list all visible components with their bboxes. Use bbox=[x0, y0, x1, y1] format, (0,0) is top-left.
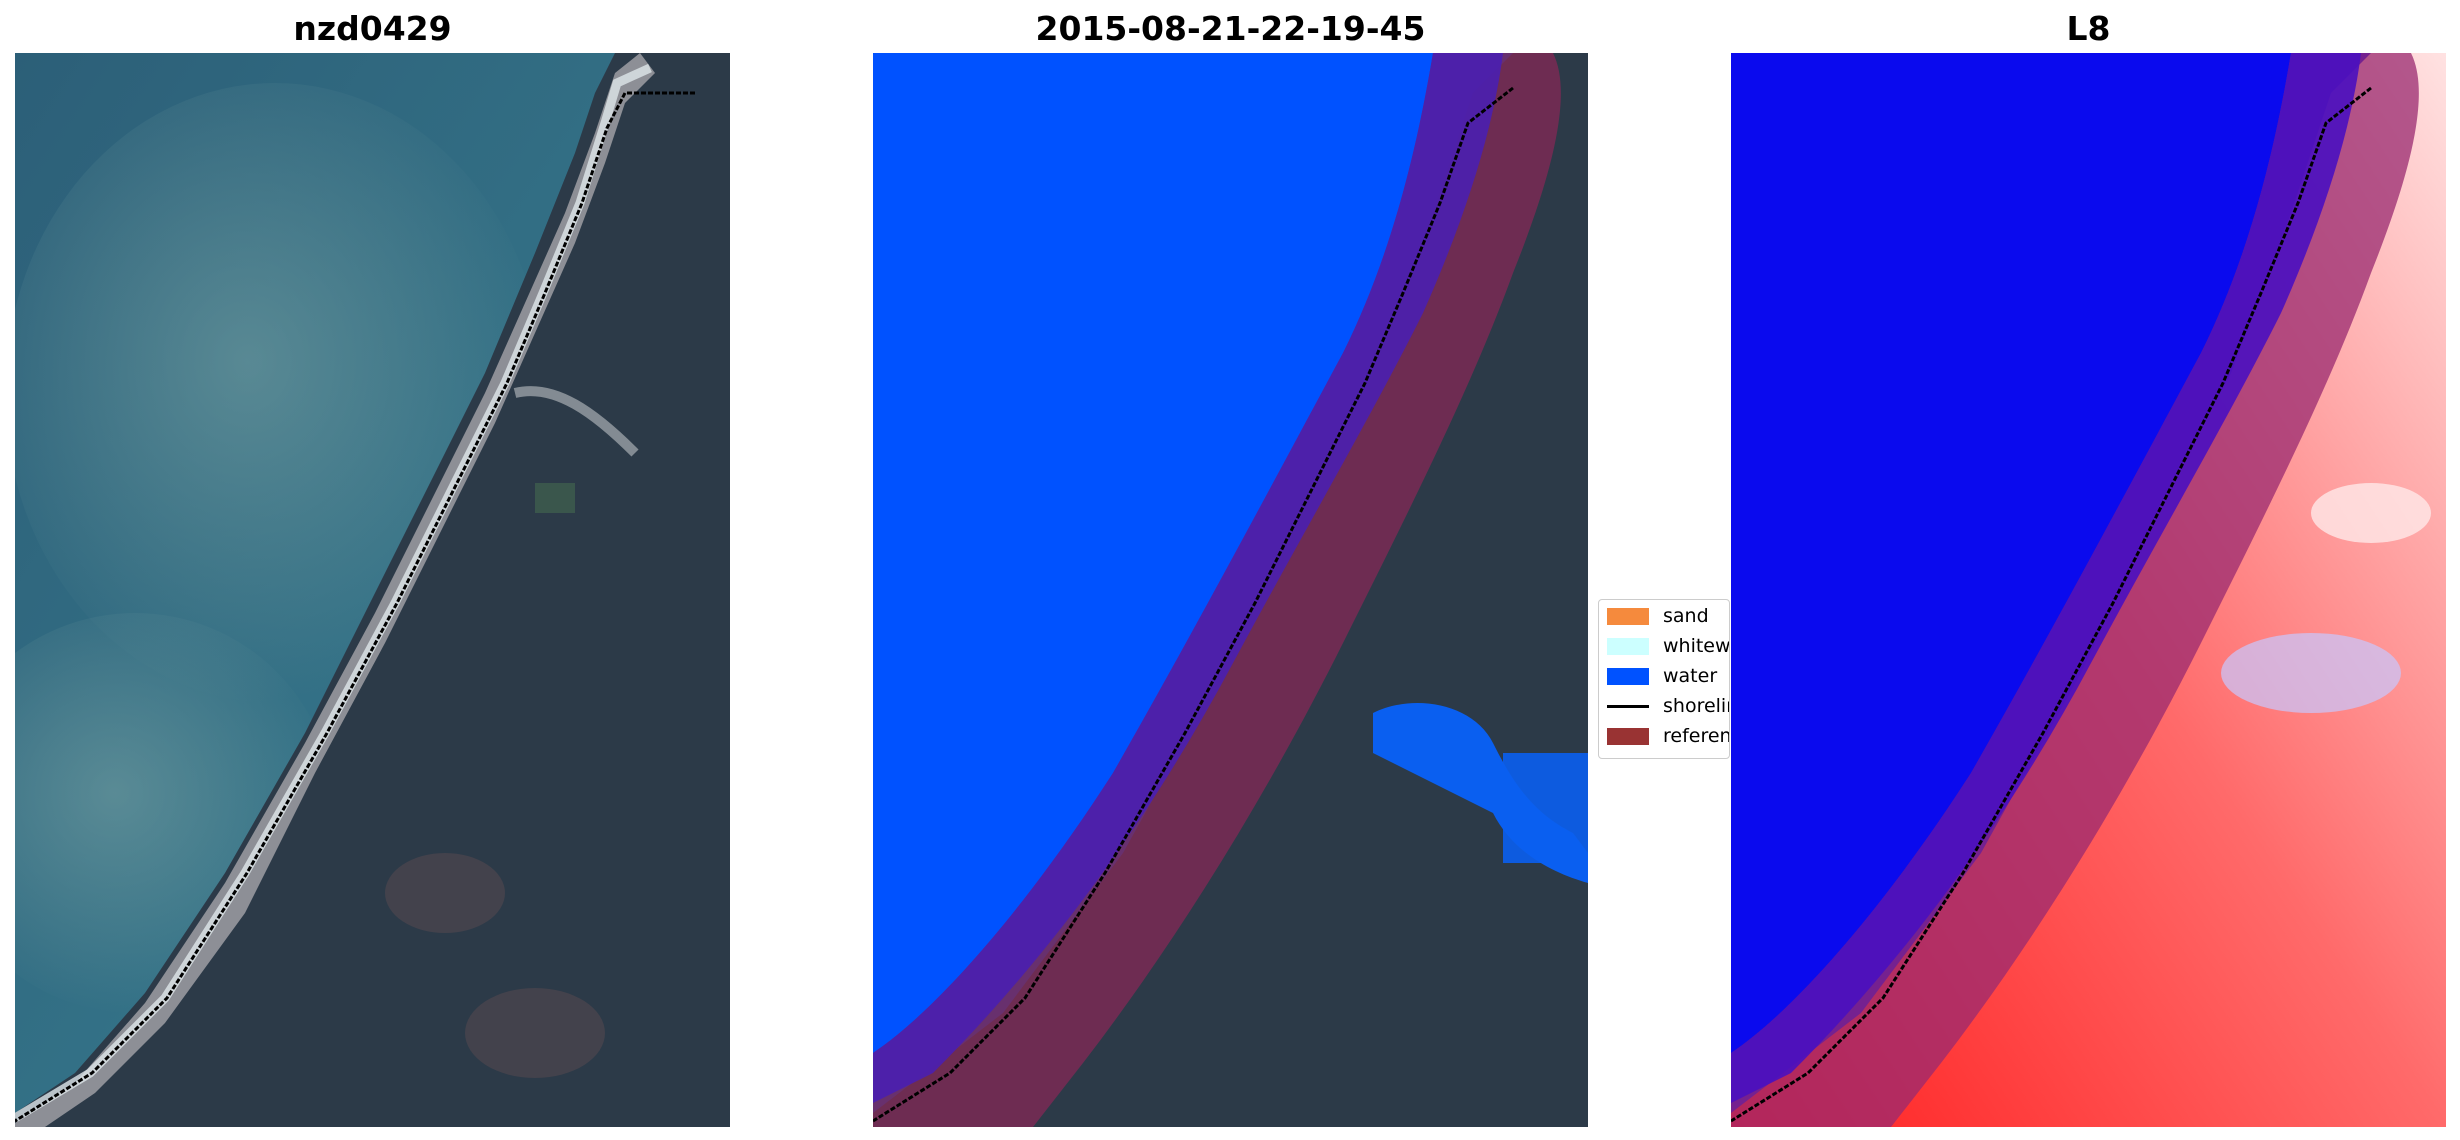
legend-label-reference-buffer: reference shoreline buffer bbox=[1663, 725, 1729, 747]
classified-shoreline bbox=[873, 86, 1514, 1123]
legend-item-whitewater: whitewater bbox=[1607, 633, 1730, 659]
rgb-image bbox=[15, 53, 730, 1127]
index-image-panel bbox=[1731, 53, 2446, 1127]
index-shoreline bbox=[1731, 86, 2372, 1123]
classified-image bbox=[873, 53, 1588, 1127]
legend-item-sand: sand bbox=[1607, 603, 1709, 629]
legend-label-sand: sand bbox=[1663, 605, 1709, 627]
reference-buffer-swatch bbox=[1607, 727, 1649, 745]
panel-title-index: L8 bbox=[2066, 9, 2111, 48]
legend-label-water: water bbox=[1663, 665, 1718, 687]
shoreline-swatch bbox=[1607, 704, 1649, 708]
shoreline bbox=[15, 91, 695, 1123]
index-image bbox=[1731, 53, 2446, 1127]
legend: sand whitewater water shoreline referenc… bbox=[1598, 599, 1730, 759]
legend-item-water: water bbox=[1607, 663, 1717, 689]
legend-item-reference-buffer: reference shoreline buffer bbox=[1607, 723, 1729, 749]
legend-item-shoreline: shoreline bbox=[1607, 693, 1729, 719]
legend-label-whitewater: whitewater bbox=[1663, 635, 1730, 657]
classified-image-panel bbox=[873, 53, 1588, 1127]
rgb-image-panel bbox=[15, 53, 730, 1127]
panel-title-classified: 2015-08-21-22-19-45 bbox=[1035, 9, 1426, 48]
sand-swatch bbox=[1607, 607, 1649, 625]
whitewater-swatch bbox=[1607, 637, 1649, 655]
legend-label-shoreline: shoreline bbox=[1663, 695, 1729, 717]
panel-title-rgb: nzd0429 bbox=[293, 9, 452, 48]
water-swatch bbox=[1607, 667, 1649, 685]
